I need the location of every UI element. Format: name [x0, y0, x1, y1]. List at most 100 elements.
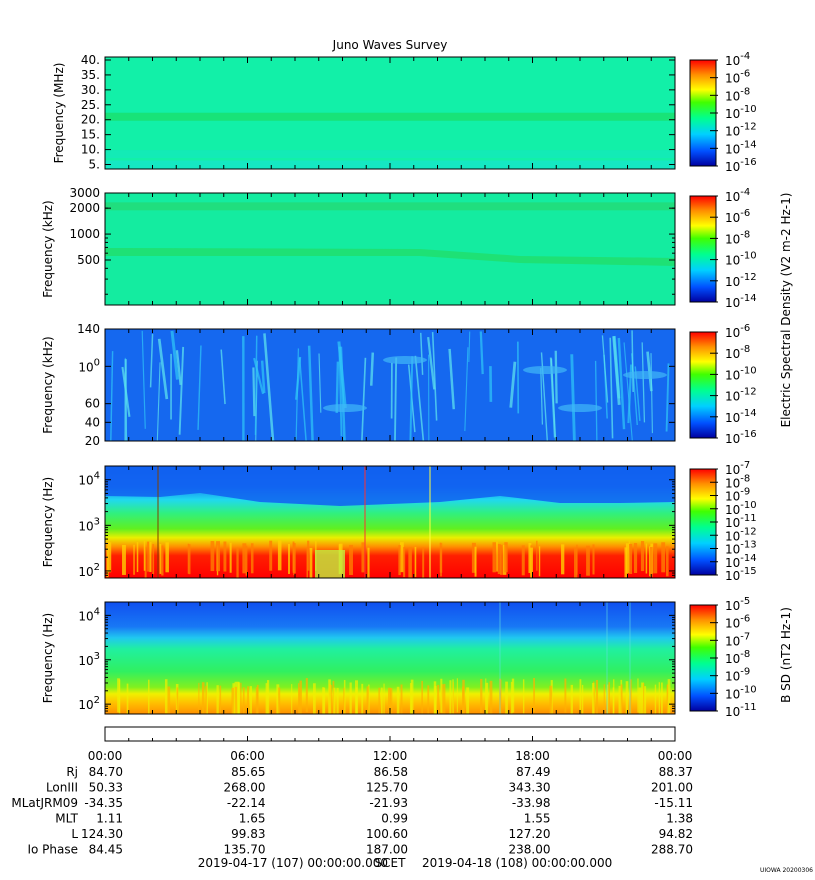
- burst-streak: [631, 330, 634, 393]
- noise-stripe: [625, 681, 629, 714]
- noise-stripe: [245, 545, 248, 576]
- noise-stripe: [474, 546, 477, 577]
- noise-stripe: [480, 678, 483, 713]
- spectrogram-2: [105, 193, 675, 305]
- burst-streak: [420, 332, 424, 375]
- noise-stripe: [242, 687, 245, 714]
- emission-patch: [315, 550, 345, 578]
- noise-stripe: [389, 687, 393, 714]
- burst-streak: [252, 367, 256, 417]
- y-tick-label: 25.: [81, 98, 100, 112]
- noise-stripe: [586, 545, 590, 576]
- noise-stripe: [625, 543, 630, 574]
- ephemeris-value: -21.93: [369, 796, 408, 810]
- noise-stripe: [633, 543, 638, 574]
- noise-stripe: [574, 547, 578, 578]
- burst-streak: [554, 350, 558, 404]
- spectrogram-3: [105, 329, 675, 441]
- y-tick-label: 100: [78, 357, 100, 374]
- noise-stripe: [443, 683, 446, 714]
- noise-stripe: [355, 680, 358, 714]
- noise-stripe: [292, 541, 295, 572]
- noise-stripe: [592, 682, 595, 714]
- colorbar-tick-label: 10-10: [725, 251, 757, 268]
- emission-patch: [523, 366, 567, 374]
- ephemeris-value: 135.70: [224, 843, 266, 857]
- noise-stripe: [231, 687, 234, 714]
- y-tick-label: 60: [85, 397, 100, 411]
- burst-streak: [601, 335, 609, 403]
- ephemeris-value: -15.11: [654, 796, 693, 810]
- y-tick-label: 10.: [81, 143, 100, 157]
- noise-stripe: [538, 546, 541, 577]
- noise-stripe: [336, 687, 339, 714]
- noise-stripe: [343, 687, 345, 714]
- noise-stripe: [504, 542, 508, 573]
- noise-stripe: [361, 683, 364, 714]
- noise-stripe: [658, 682, 660, 714]
- noise-stripe: [489, 680, 493, 714]
- noise-stripe: [164, 679, 168, 714]
- colorbar-3: 10-6 10-8 10-10 10-12 10-14 10-16: [689, 323, 757, 446]
- noise-stripe: [533, 678, 535, 713]
- noise-stripe: [466, 687, 470, 714]
- ephemeris-value: 99.83: [231, 827, 265, 841]
- noise-stripe: [265, 683, 268, 714]
- burst-streak: [464, 347, 469, 432]
- noise-stripe: [152, 544, 155, 575]
- noise-stripe: [440, 546, 442, 577]
- noise-stripe: [322, 687, 325, 714]
- burst-streak: [339, 346, 346, 441]
- ephemeris-value: 88.37: [659, 765, 693, 779]
- noise-stripe: [649, 546, 653, 577]
- noise-stripe: [201, 682, 205, 714]
- noise-stripe: [380, 687, 383, 714]
- noise-stripe: [219, 685, 222, 714]
- colorbar-4: 10-710-810-910-1010-1110-1210-1310-1410-…: [689, 460, 757, 583]
- y-tick-label: 15.: [81, 128, 100, 142]
- burst-streak: [468, 331, 471, 362]
- colorbar-tick-label: 10-6: [725, 323, 750, 340]
- ephemeris-value: 201.00: [651, 781, 693, 795]
- noise-stripe: [666, 546, 669, 577]
- burst-streak: [617, 337, 626, 430]
- noise-stripe: [570, 684, 573, 714]
- noise-stripe: [205, 685, 207, 714]
- noise-stripe: [343, 680, 346, 714]
- colorbar-tick-label: 10-4: [725, 51, 750, 68]
- burst-streak: [612, 336, 621, 405]
- colorbar-tick-label: 10-16: [725, 157, 757, 174]
- noise-stripe: [305, 678, 308, 713]
- colorbar-tick-label: 10-14: [725, 293, 757, 310]
- burst-streak: [318, 353, 322, 413]
- y-tick-label: 104: [78, 471, 100, 488]
- ephemeris-value: 87.49: [516, 765, 550, 779]
- colorbar-tick-label: 10-10: [725, 684, 757, 701]
- noise-stripe: [471, 542, 476, 573]
- noise-stripe: [234, 686, 238, 714]
- noise-stripe: [536, 540, 538, 571]
- noise-stripe: [414, 546, 417, 577]
- time-tick-label: 18:00: [515, 749, 550, 763]
- burst-streak: [260, 360, 266, 394]
- colorbar-tick-label: 10-8: [725, 473, 750, 490]
- noise-stripe: [276, 684, 280, 714]
- ephemeris-row-label: MLatJRM09: [11, 796, 78, 810]
- ephemeris-value: -34.35: [84, 796, 123, 810]
- noise-stripe: [440, 678, 443, 713]
- noise-stripe: [592, 544, 595, 575]
- panel-1: 40.35.30.25.20.15.10.5. Frequency (MHz) 10…: [52, 51, 757, 174]
- y-tick-label: 20.: [81, 113, 100, 127]
- noise-stripe: [256, 684, 259, 714]
- noise-stripe: [206, 682, 208, 714]
- noise-stripe: [298, 687, 301, 714]
- ephemeris-value: 0.99: [381, 812, 408, 826]
- noise-stripe: [198, 682, 200, 714]
- noise-stripe: [522, 679, 525, 714]
- noise-stripe: [606, 684, 609, 714]
- noise-stripe: [223, 541, 227, 572]
- noise-stripe: [216, 685, 219, 714]
- noise-stripe: [117, 678, 120, 713]
